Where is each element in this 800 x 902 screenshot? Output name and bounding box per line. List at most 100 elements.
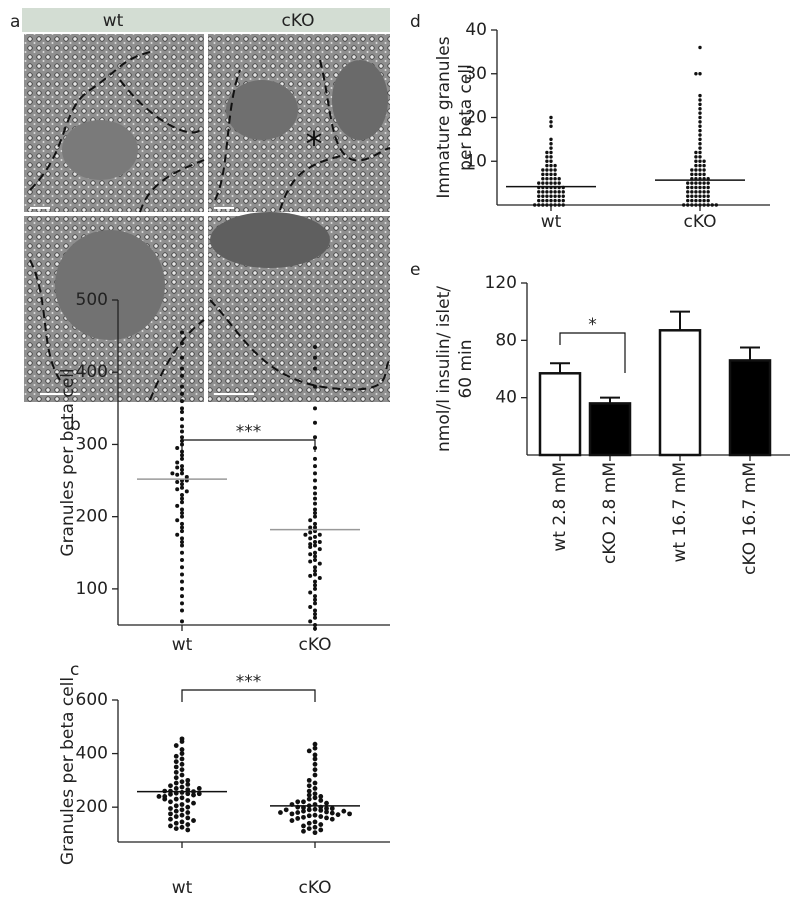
data-point xyxy=(301,828,306,834)
y-axis-label: 60 min xyxy=(456,339,476,398)
data-point xyxy=(313,597,317,602)
data-point xyxy=(545,155,549,159)
cell-outline xyxy=(214,59,391,211)
data-point xyxy=(549,124,553,128)
data-point xyxy=(306,796,312,802)
data-point xyxy=(301,823,306,829)
data-point xyxy=(306,820,312,826)
data-point xyxy=(698,120,702,124)
data-point xyxy=(545,177,549,181)
x-tick-label: wt xyxy=(541,212,562,232)
data-point xyxy=(317,576,322,581)
data-point xyxy=(308,604,313,609)
data-point xyxy=(702,172,706,177)
data-point xyxy=(173,775,179,781)
data-point xyxy=(180,467,184,472)
data-point xyxy=(681,203,686,207)
nucleus xyxy=(62,120,138,180)
data-point xyxy=(686,194,690,198)
data-point xyxy=(295,810,301,815)
data-point xyxy=(295,799,301,805)
data-point xyxy=(180,453,184,458)
nucleus xyxy=(226,80,298,140)
data-point xyxy=(180,373,184,378)
data-point xyxy=(180,424,184,429)
data-point xyxy=(324,809,329,815)
data-point xyxy=(185,798,191,803)
data-point xyxy=(308,559,313,564)
data-point xyxy=(537,194,541,198)
data-point xyxy=(561,198,565,203)
data-point xyxy=(318,807,324,813)
data-point xyxy=(308,545,313,549)
data-point xyxy=(686,181,690,185)
data-point xyxy=(180,511,184,516)
data-point xyxy=(180,435,184,440)
data-point xyxy=(313,601,317,606)
data-point xyxy=(179,767,185,773)
data-point xyxy=(549,155,553,159)
data-point xyxy=(180,507,184,512)
data-point xyxy=(308,536,313,541)
data-point xyxy=(175,480,180,484)
data-point xyxy=(175,472,180,477)
data-point xyxy=(549,203,553,207)
y-tick-label: 20 xyxy=(465,108,487,128)
data-point xyxy=(168,823,173,829)
data-point xyxy=(179,790,185,795)
data-point xyxy=(532,203,537,207)
data-point xyxy=(702,185,706,190)
data-point xyxy=(180,429,184,434)
data-point xyxy=(168,783,173,789)
data-point xyxy=(549,146,553,150)
x-tick-label: wt xyxy=(172,635,193,655)
data-point xyxy=(306,788,312,794)
data-point xyxy=(698,146,702,150)
data-point xyxy=(549,168,553,172)
x-tick-label: cKO 16.7 mM xyxy=(740,462,760,575)
data-point xyxy=(313,507,317,512)
data-point xyxy=(313,565,317,570)
data-point xyxy=(312,812,318,818)
data-point xyxy=(191,818,196,823)
data-point xyxy=(308,573,313,578)
data-point xyxy=(313,464,317,469)
data-point xyxy=(698,93,702,98)
data-point xyxy=(698,172,702,177)
data-point xyxy=(313,579,317,584)
data-point xyxy=(313,568,317,573)
data-point xyxy=(180,521,184,526)
panel-label: b xyxy=(70,415,81,435)
significance-label: * xyxy=(588,315,597,335)
y-axis-label: Granules per beta cell xyxy=(58,368,78,556)
data-point xyxy=(196,786,202,791)
data-point xyxy=(706,203,710,207)
data-point xyxy=(541,198,545,203)
data-point xyxy=(329,810,335,816)
data-point xyxy=(283,807,289,813)
data-point xyxy=(312,830,318,836)
data-point xyxy=(690,194,694,198)
data-point xyxy=(173,826,179,832)
data-point xyxy=(694,203,698,207)
data-point xyxy=(698,185,702,190)
data-point xyxy=(698,203,702,207)
data-point xyxy=(179,807,185,813)
data-point xyxy=(561,203,565,207)
data-point xyxy=(329,816,335,822)
data-point xyxy=(698,181,702,185)
data-point xyxy=(702,159,706,163)
data-point xyxy=(180,493,184,497)
data-point xyxy=(179,795,185,801)
data-point xyxy=(549,120,553,124)
data-point xyxy=(698,137,702,142)
data-point xyxy=(179,779,185,785)
data-point xyxy=(175,465,180,470)
data-point xyxy=(694,163,698,168)
data-point xyxy=(690,198,694,203)
data-point xyxy=(180,514,184,519)
data-point xyxy=(173,764,179,770)
data-point xyxy=(553,168,557,172)
data-point xyxy=(306,783,312,789)
y-tick-label: 10 xyxy=(465,151,487,171)
